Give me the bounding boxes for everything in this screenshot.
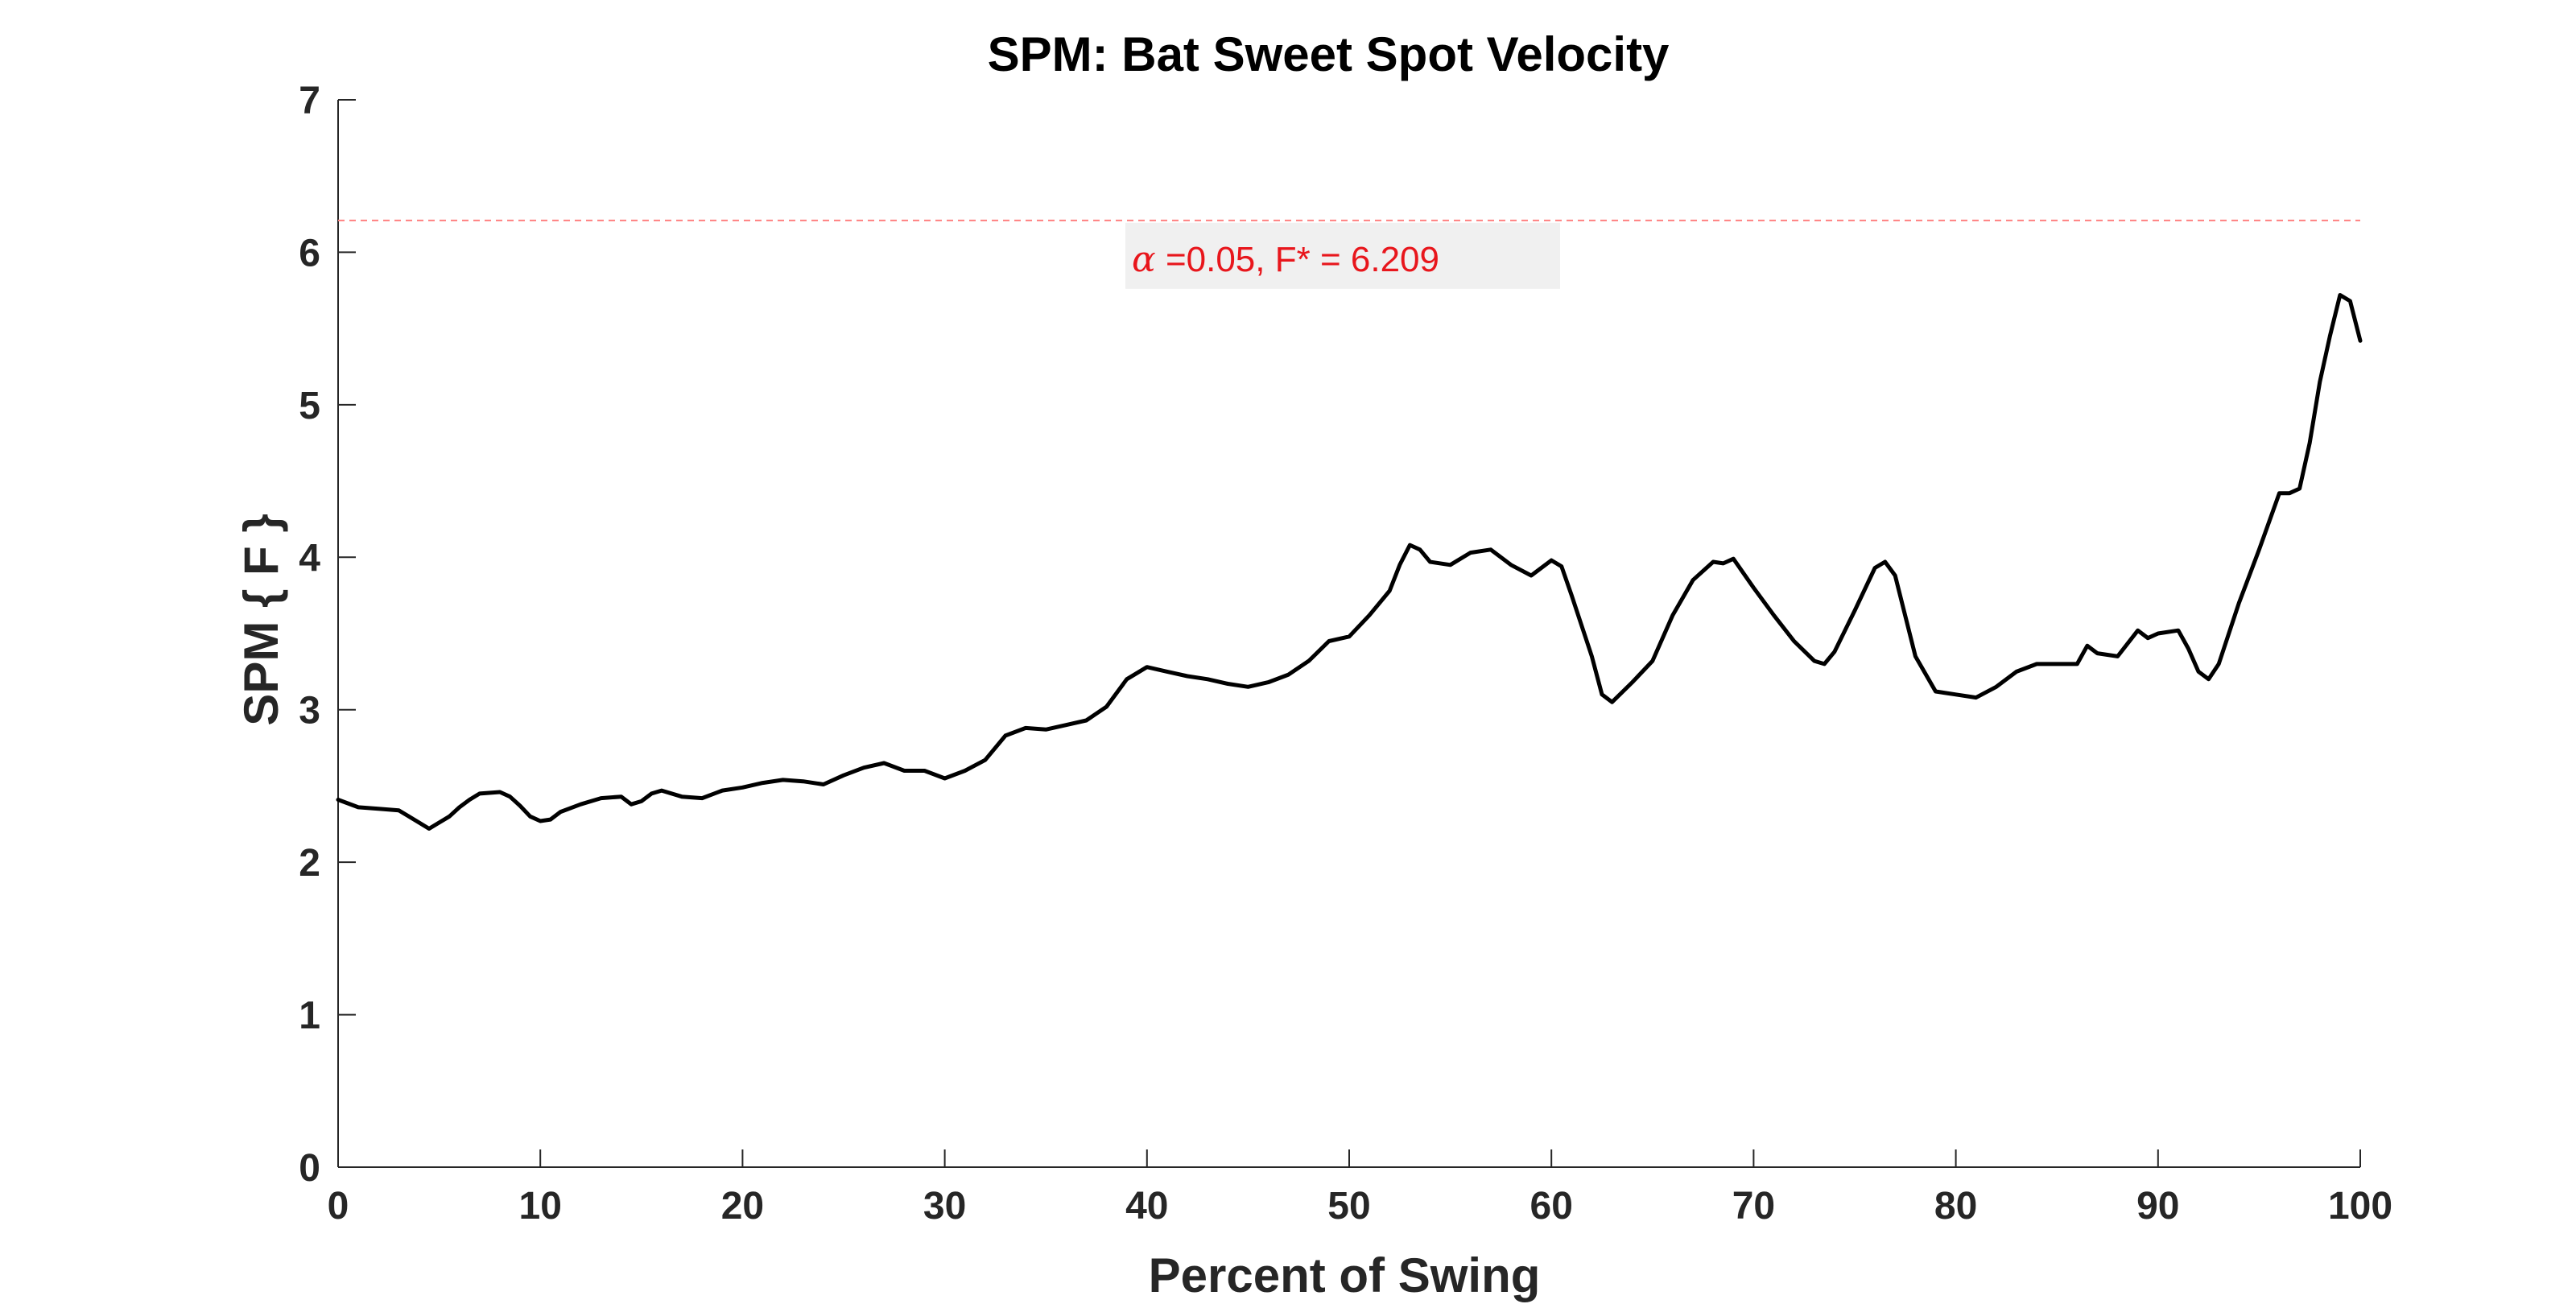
y-tick-label: 3 <box>299 690 320 732</box>
y-tick-label: 5 <box>299 385 320 427</box>
chart-title: SPM: Bat Sweet Spot Velocity <box>988 27 1670 81</box>
threshold-annotation: α =0.05, F* = 6.209 <box>1125 222 1560 289</box>
y-tick-label: 1 <box>299 995 320 1038</box>
x-tick-label: 40 <box>1125 1185 1168 1228</box>
x-tick-label: 10 <box>519 1185 562 1228</box>
y-tick-label: 2 <box>299 842 320 885</box>
axes: 0 10 20 30 40 50 60 70 80 90 100 0 1 2 3 4 5 6 7 <box>299 80 2392 1228</box>
x-tick-label: 0 <box>328 1185 349 1228</box>
x-tick-label: 60 <box>1530 1185 1573 1228</box>
spm-curve <box>336 293 2363 831</box>
threshold-label: α =0.05, F* = 6.209 <box>1132 239 1439 280</box>
x-ticks: 0 10 20 30 40 50 60 70 80 90 100 <box>328 1149 2392 1228</box>
x-axis-label: Percent of Swing <box>1149 1248 1541 1302</box>
y-tick-label: 6 <box>299 232 320 274</box>
y-axis-label: SPM { F } <box>234 514 288 725</box>
annotation-background <box>1125 222 1560 289</box>
y-ticks: 0 1 2 3 4 5 6 7 <box>299 80 356 1190</box>
x-tick-label: 80 <box>1934 1185 1977 1228</box>
alpha-symbol: α <box>1132 239 1156 280</box>
y-tick-label: 7 <box>299 80 320 122</box>
y-tick-label: 4 <box>299 537 320 580</box>
x-tick-label: 90 <box>2136 1185 2179 1228</box>
threshold-value-text: =0.05, F* = 6.209 <box>1156 240 1439 279</box>
x-tick-label: 30 <box>923 1185 966 1228</box>
x-tick-label: 70 <box>1732 1185 1775 1228</box>
x-tick-label: 100 <box>2328 1185 2392 1228</box>
x-tick-label: 50 <box>1327 1185 1370 1228</box>
x-tick-label: 20 <box>721 1185 764 1228</box>
y-tick-label: 0 <box>299 1147 320 1190</box>
